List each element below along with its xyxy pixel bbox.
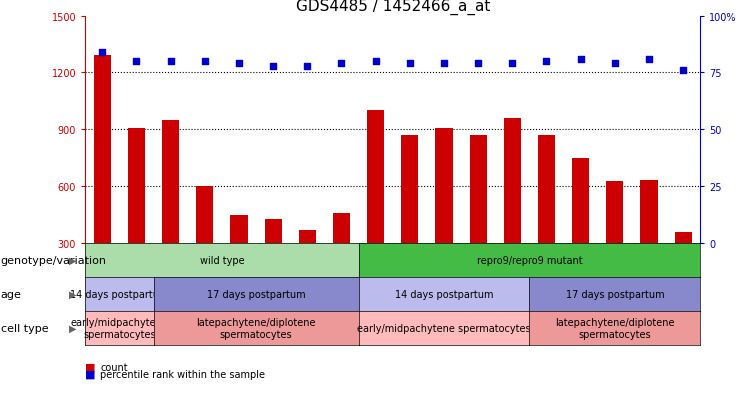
Point (130, 59, 142, 65)
Point (96, 50, 108, 56)
Text: 14 days postpartum: 14 days postpartum (395, 290, 494, 299)
Point (609, 61, 621, 68)
Point (199, 59, 210, 65)
Point (506, 61, 518, 68)
Point (438, 61, 450, 68)
Bar (128, 128, 145, 244)
Bar (504, 119, 521, 244)
Text: genotype/variation: genotype/variation (1, 256, 107, 266)
Text: wild type: wild type (199, 256, 245, 266)
Point (643, 56, 655, 63)
Text: ▶: ▶ (69, 290, 76, 299)
Text: 17 days postpartum: 17 days postpartum (207, 290, 305, 299)
Point (165, 59, 176, 65)
Bar (436, 128, 453, 244)
Text: ▶: ▶ (69, 256, 76, 266)
Text: 17 days postpartum: 17 days postpartum (565, 290, 664, 299)
Bar (230, 215, 247, 244)
Bar (538, 136, 555, 244)
Text: ■: ■ (85, 362, 96, 372)
Point (268, 63, 279, 70)
Bar (606, 181, 623, 244)
Text: latepachytene/diplotene
spermatocytes: latepachytene/diplotene spermatocytes (555, 318, 674, 339)
Bar (674, 232, 691, 244)
Bar (572, 159, 589, 244)
Point (404, 61, 416, 68)
Point (472, 61, 484, 68)
Text: repro9/repro9 mutant: repro9/repro9 mutant (476, 256, 582, 266)
Text: age: age (1, 290, 21, 299)
Point (370, 59, 382, 65)
Point (540, 59, 552, 65)
Bar (470, 136, 487, 244)
Text: cell type: cell type (1, 323, 48, 333)
Bar (162, 121, 179, 244)
Point (677, 68, 689, 74)
Bar (367, 111, 384, 244)
Text: early/midpachytene spermatocytes: early/midpachytene spermatocytes (357, 323, 531, 333)
Bar (640, 180, 657, 244)
Point (575, 56, 587, 63)
Bar (265, 219, 282, 244)
Bar (299, 230, 316, 244)
Bar (196, 187, 213, 244)
Bar (94, 56, 111, 244)
Point (336, 61, 348, 68)
Text: count: count (100, 362, 127, 372)
Bar (333, 214, 350, 244)
Point (302, 63, 313, 70)
Title: GDS4485 / 1452466_a_at: GDS4485 / 1452466_a_at (296, 0, 490, 15)
Text: percentile rank within the sample: percentile rank within the sample (100, 369, 265, 379)
Text: latepachytene/diplotene
spermatocytes: latepachytene/diplotene spermatocytes (196, 318, 316, 339)
Point (233, 61, 245, 68)
Text: 14 days postpartum: 14 days postpartum (70, 290, 169, 299)
Text: ■: ■ (85, 369, 96, 379)
Bar (402, 136, 419, 244)
Text: early/midpachytene
spermatocytes: early/midpachytene spermatocytes (70, 318, 168, 339)
Text: ▶: ▶ (69, 323, 76, 333)
